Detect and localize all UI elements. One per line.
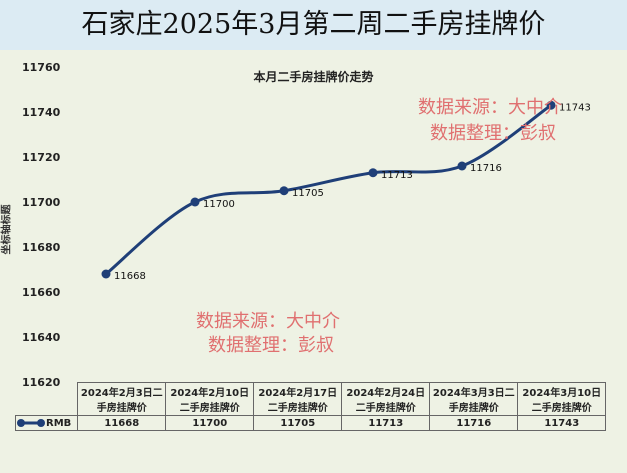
category-header: 2024年3月10日二手房挂牌价: [517, 382, 607, 416]
data-point: [368, 168, 378, 178]
category-header: 2024年2月17日二手房挂牌价: [253, 382, 343, 416]
value-cell: 11700: [165, 415, 255, 431]
value-cell: 11713: [341, 415, 431, 431]
category-header: 2024年3月3日二手房挂牌价: [429, 382, 519, 416]
series-line: [105, 104, 552, 276]
data-point: [546, 100, 556, 110]
y-tick-label: 11760: [22, 61, 61, 74]
y-tick-label: 11640: [22, 331, 61, 344]
value-cell: 11716: [429, 415, 519, 431]
value-cell: 11668: [77, 415, 167, 431]
category-header: 2024年2月10日二手房挂牌价: [165, 382, 255, 416]
data-label: 11668: [114, 271, 146, 282]
data-label: 11716: [470, 163, 502, 174]
y-tick-label: 11740: [22, 106, 61, 119]
data-label: 11700: [203, 199, 235, 210]
data-label: 11713: [381, 170, 413, 181]
data-label: 11705: [292, 188, 324, 199]
corner-cell: [15, 382, 79, 416]
watermark-source-2: 数据来源：大中介: [196, 311, 340, 332]
legend-key: RMB: [14, 415, 79, 431]
data-table: 2024年2月3日二手房挂牌价 2024年2月10日二手房挂牌价 2024年2月17…: [14, 382, 607, 431]
chart-title: 本月二手房挂牌价走势: [253, 70, 374, 84]
data-point: [279, 186, 289, 196]
y-tick-label: 11680: [22, 241, 61, 254]
y-tick-label: 11720: [22, 151, 61, 164]
y-tick-label: 11700: [22, 196, 61, 209]
watermark-editor-2: 数据整理：彭叔: [208, 335, 334, 356]
data-label: 11743: [559, 102, 591, 113]
data-point: [190, 197, 200, 207]
page-title: 石家庄2025年3月第二周二手房挂牌价: [0, 0, 627, 50]
watermark-source: 数据来源：大中介: [418, 97, 562, 118]
category-header: 2024年2月3日二手房挂牌价: [77, 382, 167, 416]
value-cell: 11705: [253, 415, 343, 431]
value-cell: 11743: [517, 415, 607, 431]
watermark-editor: 数据整理：彭叔: [430, 123, 556, 144]
legend-label: RMB: [46, 418, 72, 429]
data-point: [457, 161, 467, 171]
data-point: [101, 269, 111, 279]
category-header: 2024年2月24日二手房挂牌价: [341, 382, 431, 416]
y-axis-label: 坐标轴标题: [1, 204, 13, 255]
y-tick-label: 11660: [22, 286, 61, 299]
